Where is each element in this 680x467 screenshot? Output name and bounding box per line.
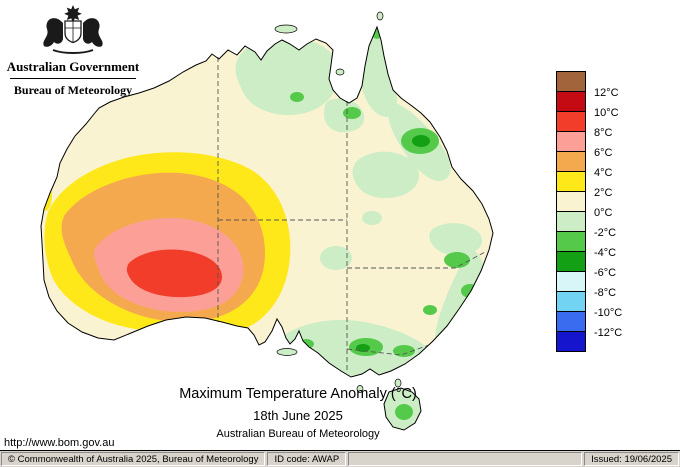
issued-label: Issued: 19/06/2025 (584, 452, 679, 466)
legend-swatch: -2°C (556, 211, 616, 239)
crest-scroll (52, 49, 94, 54)
legend-label: -8°C (594, 287, 617, 299)
island-groote (335, 68, 345, 76)
legend-swatch: 2°C (556, 171, 612, 199)
green-blob-vic-east (393, 345, 415, 357)
legend-swatch: -12°C (556, 311, 622, 339)
green-blob-ne-nsw (461, 284, 479, 298)
crest-emu-icon (83, 18, 103, 47)
legend-swatch: 4°C (556, 151, 612, 179)
legend-swatch: -6°C (556, 251, 616, 279)
header-block: Australian Government Bureau of Meteorol… (2, 3, 144, 98)
legend-swatch: 12°C (556, 71, 619, 99)
green-blob-gulf (343, 107, 361, 119)
legend-label: 4°C (594, 167, 613, 179)
legend-label: 0°C (594, 207, 613, 219)
page-title: Maximum Temperature Anomaly (°C) (179, 386, 417, 402)
legend-swatch: -10°C (556, 291, 622, 319)
legend-swatch: 8°C (556, 111, 612, 139)
bureau-title: Bureau of Meteorology (10, 78, 136, 98)
cool-region-se-qld (429, 223, 483, 256)
legend-label: -2°C (594, 227, 617, 239)
legend-label: 6°C (594, 147, 613, 159)
darkgreen-core-north-qld (412, 135, 430, 147)
anomaly-regions-warm (41, 152, 291, 336)
legend: 12°C 10°C 8°C 6°C 4°C 2°C 0°C -2°C -4°C -6°C -8°C -… (556, 71, 646, 352)
green-blob-tasmania (395, 404, 413, 420)
gov-title: Australian Government (6, 59, 140, 74)
legend-label: 2°C (594, 187, 613, 199)
island-flinders (394, 378, 402, 388)
cool-region-central-qld (352, 151, 420, 199)
green-blob-top-end (290, 92, 304, 102)
island-king (356, 385, 364, 393)
legend-label: 10°C (594, 107, 619, 119)
state-borders (217, 57, 488, 372)
crest-shield-quarters (65, 21, 81, 42)
coat-of-arms (43, 5, 103, 54)
mainland-coastline (40, 25, 494, 378)
crest-kangaroo-icon (43, 18, 63, 47)
island-kangaroo (276, 348, 298, 356)
statusbar: © Commonwealth of Australia 2025, Bureau… (0, 450, 680, 467)
cool-region-inner-sa (320, 246, 352, 270)
id-code-label: ID code: AWAP (267, 452, 347, 466)
legend-label: 8°C (594, 127, 613, 139)
copyright-label: © Commonwealth of Australia 2025, Bureau… (1, 452, 266, 466)
green-blob-mid-nsw (423, 305, 437, 315)
legend-swatch: -4°C (556, 231, 616, 259)
cool-region-wa-coast-fleck (44, 145, 52, 159)
caption-block: Maximum Temperature Anomaly (°C) 18th Ju… (88, 386, 508, 440)
island-torres (376, 11, 384, 21)
legend-swatch (556, 331, 586, 352)
warm-region-red-core (126, 249, 222, 298)
legend-swatch: 10°C (556, 91, 619, 119)
island-tiwi (274, 24, 298, 34)
url-label: http://www.bom.gov.au (4, 437, 115, 449)
legend-label: -6°C (594, 267, 617, 279)
legend-label: -4°C (594, 247, 617, 259)
legend-swatch: -8°C (556, 271, 616, 299)
green-blob-se-qld (444, 252, 470, 268)
legend-swatch: 6°C (556, 131, 612, 159)
legend-label: -10°C (594, 307, 623, 319)
date-label: 18th June 2025 (253, 408, 343, 423)
legend-label: 12°C (594, 87, 619, 99)
tasmania-coastline (383, 387, 422, 431)
islands (274, 11, 402, 393)
legend-swatch: 0°C (556, 191, 612, 219)
cool-region-west-qld (362, 211, 382, 225)
source-label: Australian Bureau of Meteorology (216, 428, 380, 440)
statusbar-filler (348, 452, 583, 466)
legend-label: -12°C (594, 327, 623, 339)
crest-star-icon (64, 5, 82, 23)
